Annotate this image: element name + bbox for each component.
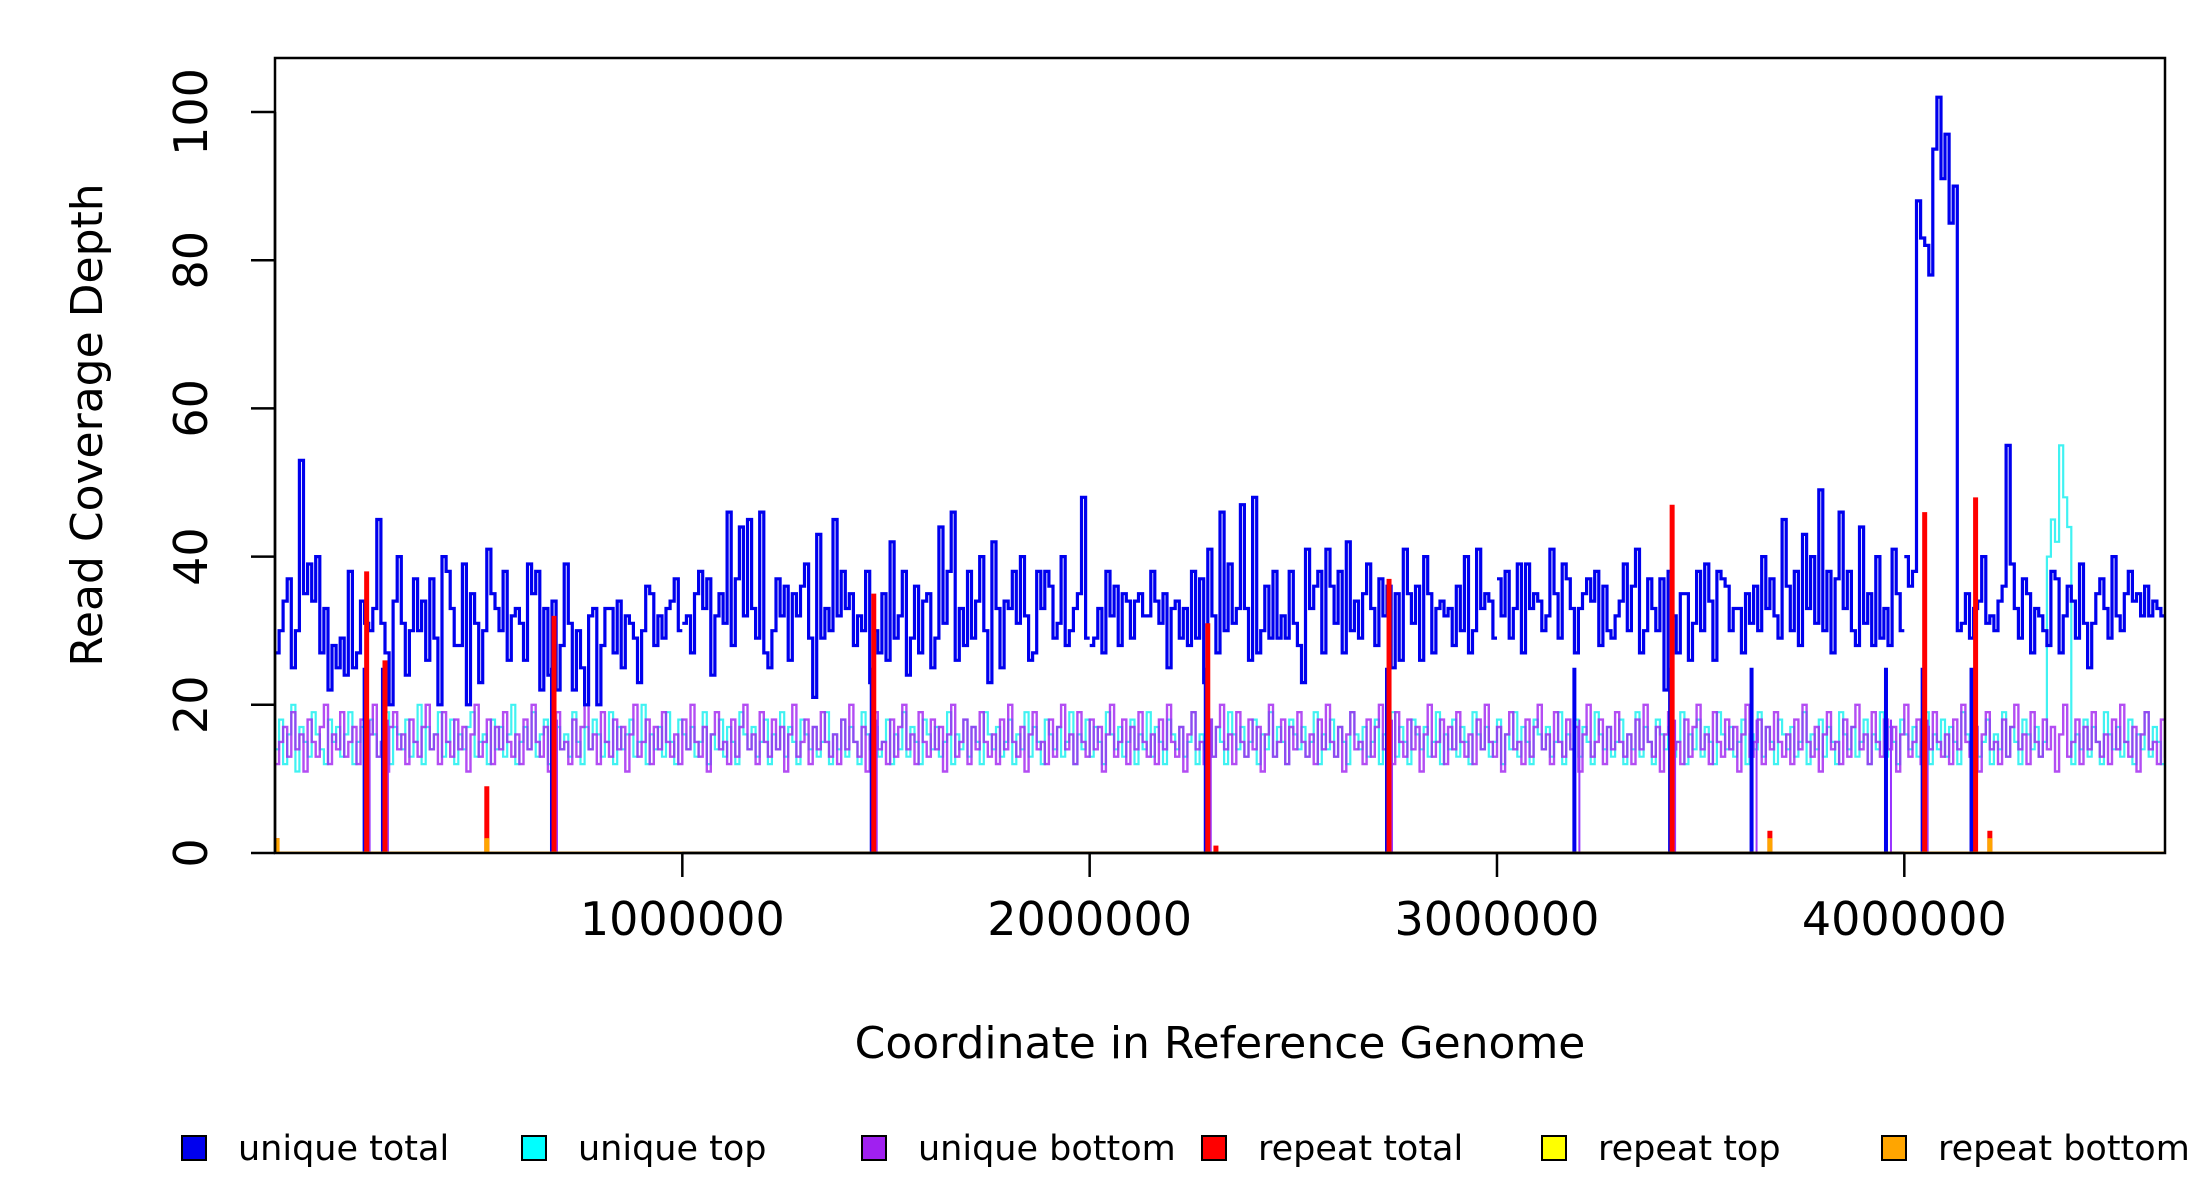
legend: unique total unique top unique bottom re…: [181, 1129, 2190, 1169]
legend-label-repeat-top: repeat top: [1598, 1129, 1781, 1169]
y-tick-label-0: 0: [164, 838, 218, 867]
legend-item-unique-bottom: unique bottom: [861, 1129, 1176, 1169]
series-line-unique-total-4: [1904, 95, 2165, 670]
y-tick-label-40: 40: [164, 527, 218, 586]
legend-label-repeat-total: repeat total: [1258, 1129, 1463, 1169]
y-tick-label-100: 100: [164, 68, 218, 156]
legend-label-unique-top: unique top: [578, 1129, 767, 1169]
y-tick-label-20: 20: [164, 676, 218, 735]
x-tick-label-3000000: 3000000: [1395, 892, 1600, 946]
legend-swatch-repeat-top: [1541, 1135, 1567, 1161]
legend-item-repeat-bottom: repeat bottom: [1881, 1129, 2190, 1169]
series-line-unique-total-0: [275, 458, 683, 707]
legend-label-unique-bottom: unique bottom: [918, 1129, 1176, 1169]
series-line-unique-total-2: [1089, 495, 1497, 685]
x-axis-title: Coordinate in Reference Genome: [855, 1018, 1586, 1069]
legend-item-unique-total: unique total: [181, 1129, 449, 1169]
series-line-unique-total-1: [682, 495, 1090, 699]
series-line-unique-total-3: [1497, 488, 1905, 692]
legend-swatch-unique-top: [521, 1135, 547, 1161]
legend-swatch-unique-bottom: [861, 1135, 887, 1161]
legend-item-repeat-total: repeat total: [1201, 1129, 1463, 1169]
legend-swatch-unique-total: [181, 1135, 207, 1161]
x-tick-label-1000000: 1000000: [580, 892, 785, 946]
legend-label-unique-total: unique total: [238, 1129, 449, 1169]
y-tick-label-80: 80: [164, 231, 218, 290]
series-line-unique-bottom-0: [275, 703, 2165, 773]
x-tick-label-2000000: 2000000: [987, 892, 1192, 946]
legend-swatch-repeat-total: [1201, 1135, 1227, 1161]
legend-item-repeat-top: repeat top: [1541, 1129, 1781, 1169]
x-tick-label-4000000: 4000000: [1802, 892, 2007, 946]
legend-item-unique-top: unique top: [521, 1129, 767, 1169]
legend-label-repeat-bottom: repeat bottom: [1938, 1129, 2190, 1169]
y-tick-label-60: 60: [164, 379, 218, 438]
plot-area: [275, 95, 2165, 853]
y-axis-title: Read Coverage Depth: [62, 183, 113, 666]
axes: 0 20 40 60 80 100 1000000 2000000 3000000 4000000: [164, 68, 2007, 946]
legend-swatch-repeat-bottom: [1881, 1135, 1907, 1161]
